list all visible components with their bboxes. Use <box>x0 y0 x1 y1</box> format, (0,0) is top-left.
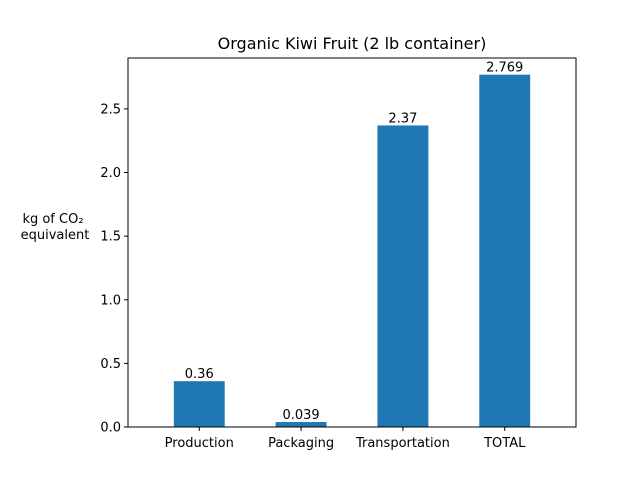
x-axis-ticks: Production Packaging Transportation TOTAL <box>165 427 526 451</box>
y-tick-label: 0.5 <box>100 357 121 372</box>
y-axis-label-line-1: kg of CO₂ <box>22 212 83 227</box>
y-axis-label-line-2: equivalent <box>21 228 90 243</box>
plot-frame <box>127 57 577 428</box>
bar-total <box>479 74 531 428</box>
x-tick-label-transportation: Transportation <box>355 436 450 451</box>
bar-production <box>173 381 225 427</box>
y-tick-label: 1.0 <box>100 293 121 308</box>
y-axis-ticks: 0.0 0.5 1.0 1.5 2.0 2.5 <box>100 102 128 436</box>
y-tick-label: 2.5 <box>100 102 121 117</box>
data-labels-layer: 0.36 0.039 2.37 2.769 <box>185 61 524 423</box>
data-label-transportation: 2.37 <box>388 111 417 126</box>
y-tick-label: 1.5 <box>100 230 121 245</box>
y-tick-label: 0.0 <box>100 421 121 436</box>
data-label-packaging: 0.039 <box>282 408 319 423</box>
data-label-total: 2.769 <box>486 61 523 76</box>
bar-packaging <box>275 422 327 427</box>
chart-title: Organic Kiwi Fruit (2 lb container) <box>218 34 487 53</box>
x-tick-label-total: TOTAL <box>483 436 526 451</box>
y-tick-label: 2.0 <box>100 166 121 181</box>
x-tick-label-packaging: Packaging <box>268 436 334 451</box>
data-label-production: 0.36 <box>185 367 214 382</box>
bar-transportation <box>377 125 429 427</box>
bars-layer <box>173 74 531 428</box>
x-tick-label-production: Production <box>165 436 234 451</box>
